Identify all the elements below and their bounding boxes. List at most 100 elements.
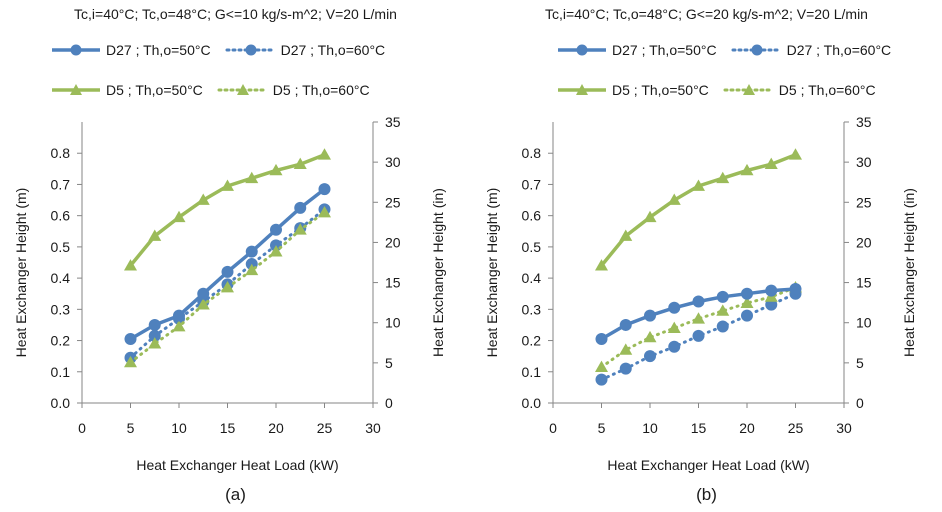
data-point	[716, 320, 729, 333]
data-point	[318, 148, 331, 160]
x-tick-label: 20	[268, 420, 284, 436]
y-tick-label: 0.1	[522, 364, 542, 380]
y-tick-label: 0.5	[51, 239, 71, 255]
x-axis-label: Heat Exchanger Heat Load (kW)	[607, 457, 809, 473]
data-point	[643, 330, 657, 343]
data-point	[619, 318, 632, 331]
legend-item: D27 ; Th,o=60°C	[731, 42, 906, 58]
y-tick-label: 0.0	[51, 395, 71, 411]
y-tick-label: 0.2	[522, 333, 542, 349]
data-point	[668, 301, 681, 314]
data-point	[172, 210, 186, 223]
data-point	[293, 223, 307, 235]
data-point	[595, 332, 608, 345]
data-point	[595, 259, 608, 271]
x-tick-label: 25	[788, 420, 804, 436]
data-point	[245, 245, 258, 258]
y2-axis-label: Heat Exchanger Height (in)	[430, 188, 446, 357]
x-tick-label: 10	[171, 420, 187, 436]
y2-tick-label: 5	[856, 355, 864, 371]
legend-row-2: D5 ; Th,o=50°C D5 ; Th,o=60°C	[556, 80, 890, 100]
data-point	[765, 284, 778, 297]
x-tick-label: 0	[549, 420, 557, 436]
data-point	[173, 309, 185, 322]
data-point	[741, 309, 753, 322]
data-point	[716, 304, 730, 316]
y-tick-label: 0.8	[51, 145, 71, 161]
data-point	[643, 210, 657, 223]
y2-tick-label: 5	[385, 355, 393, 371]
y-tick-label: 0.2	[51, 333, 71, 349]
data-point	[692, 329, 705, 342]
y2-tick-label: 25	[385, 194, 401, 210]
data-point	[716, 290, 729, 303]
data-point	[789, 148, 802, 160]
data-point	[269, 245, 283, 257]
x-tick-label: 15	[220, 420, 236, 436]
y2-tick-label: 25	[856, 194, 872, 210]
data-point	[619, 343, 633, 355]
x-tick-label: 20	[739, 420, 755, 436]
y-tick-label: 0.7	[522, 176, 542, 192]
series-line	[128, 187, 327, 341]
legend-label: D5 ; Th,o=50°C	[106, 82, 203, 98]
data-point	[196, 298, 210, 310]
data-point	[148, 318, 161, 331]
y2-tick-label: 15	[385, 275, 401, 291]
data-point	[667, 193, 681, 205]
y2-tick-label: 10	[385, 315, 401, 331]
y2-tick-label: 0	[385, 395, 393, 411]
legend-item: D5 ; Th,o=50°C	[50, 82, 217, 98]
y-tick-label: 0.8	[522, 145, 542, 161]
data-point	[692, 179, 705, 191]
y-tick-label: 0.3	[51, 301, 71, 317]
legend-swatch	[225, 44, 277, 56]
legend-swatch	[558, 44, 606, 56]
data-point	[789, 283, 802, 296]
data-point	[172, 320, 186, 332]
legend-label: D27 ; Th,o=50°C	[106, 42, 211, 58]
y-tick-label: 0.1	[51, 364, 71, 380]
data-point	[269, 163, 283, 176]
y2-axis-label: Heat Exchanger Height (in)	[901, 188, 917, 357]
legend-item: D27 ; Th,o=60°C	[225, 42, 400, 58]
data-point	[644, 309, 656, 322]
data-point	[740, 163, 754, 176]
legend-swatch	[731, 44, 783, 56]
y-axis-label: Heat Exchanger Height (m)	[484, 188, 500, 358]
y-tick-label: 0.6	[522, 208, 542, 224]
legend-swatch	[217, 84, 269, 95]
data-point	[148, 337, 162, 349]
x-axis-label: Heat Exchanger Heat Load (kW)	[136, 457, 338, 473]
panel-caption: (b)	[696, 485, 717, 504]
legend-label: D5 ; Th,o=50°C	[612, 82, 709, 98]
data-point	[595, 373, 608, 386]
series-line	[129, 207, 326, 360]
legend-label: D27 ; Th,o=60°C	[280, 42, 386, 58]
legend-label: D5 ; Th,o=60°C	[778, 82, 876, 98]
y-tick-label: 0.4	[51, 270, 71, 286]
legend-item: D5 ; Th,o=60°C	[723, 82, 890, 98]
data-point	[293, 157, 307, 170]
data-point	[595, 360, 608, 372]
data-point	[318, 206, 331, 218]
y-tick-label: 0.7	[51, 176, 71, 192]
y-tick-label: 0.6	[51, 208, 71, 224]
x-tick-label: 30	[365, 420, 381, 436]
data-point	[692, 295, 705, 308]
y2-tick-label: 10	[856, 315, 872, 331]
data-point	[221, 280, 234, 293]
legend-label: D27 ; Th,o=60°C	[786, 42, 892, 58]
legend-swatch	[52, 84, 100, 95]
data-point	[644, 350, 656, 363]
legend-row-2: D5 ; Th,o=50°C D5 ; Th,o=60°C	[50, 80, 384, 100]
y2-tick-label: 0	[856, 395, 864, 411]
y2-tick-label: 35	[856, 114, 872, 130]
y2-tick-label: 20	[856, 234, 872, 250]
legend-swatch	[52, 44, 100, 56]
data-point	[148, 229, 162, 241]
chart-plot-b: 0 5 10 15 20 25 30 0.0 0.1 0.2 0.3 0.4 0.5 0.6 0.7 0.8 0…	[484, 114, 917, 473]
data-point	[124, 355, 137, 368]
legend-item: D5 ; Th,o=50°C	[556, 82, 723, 98]
legend-label: D27 ; Th,o=50°C	[612, 42, 717, 58]
